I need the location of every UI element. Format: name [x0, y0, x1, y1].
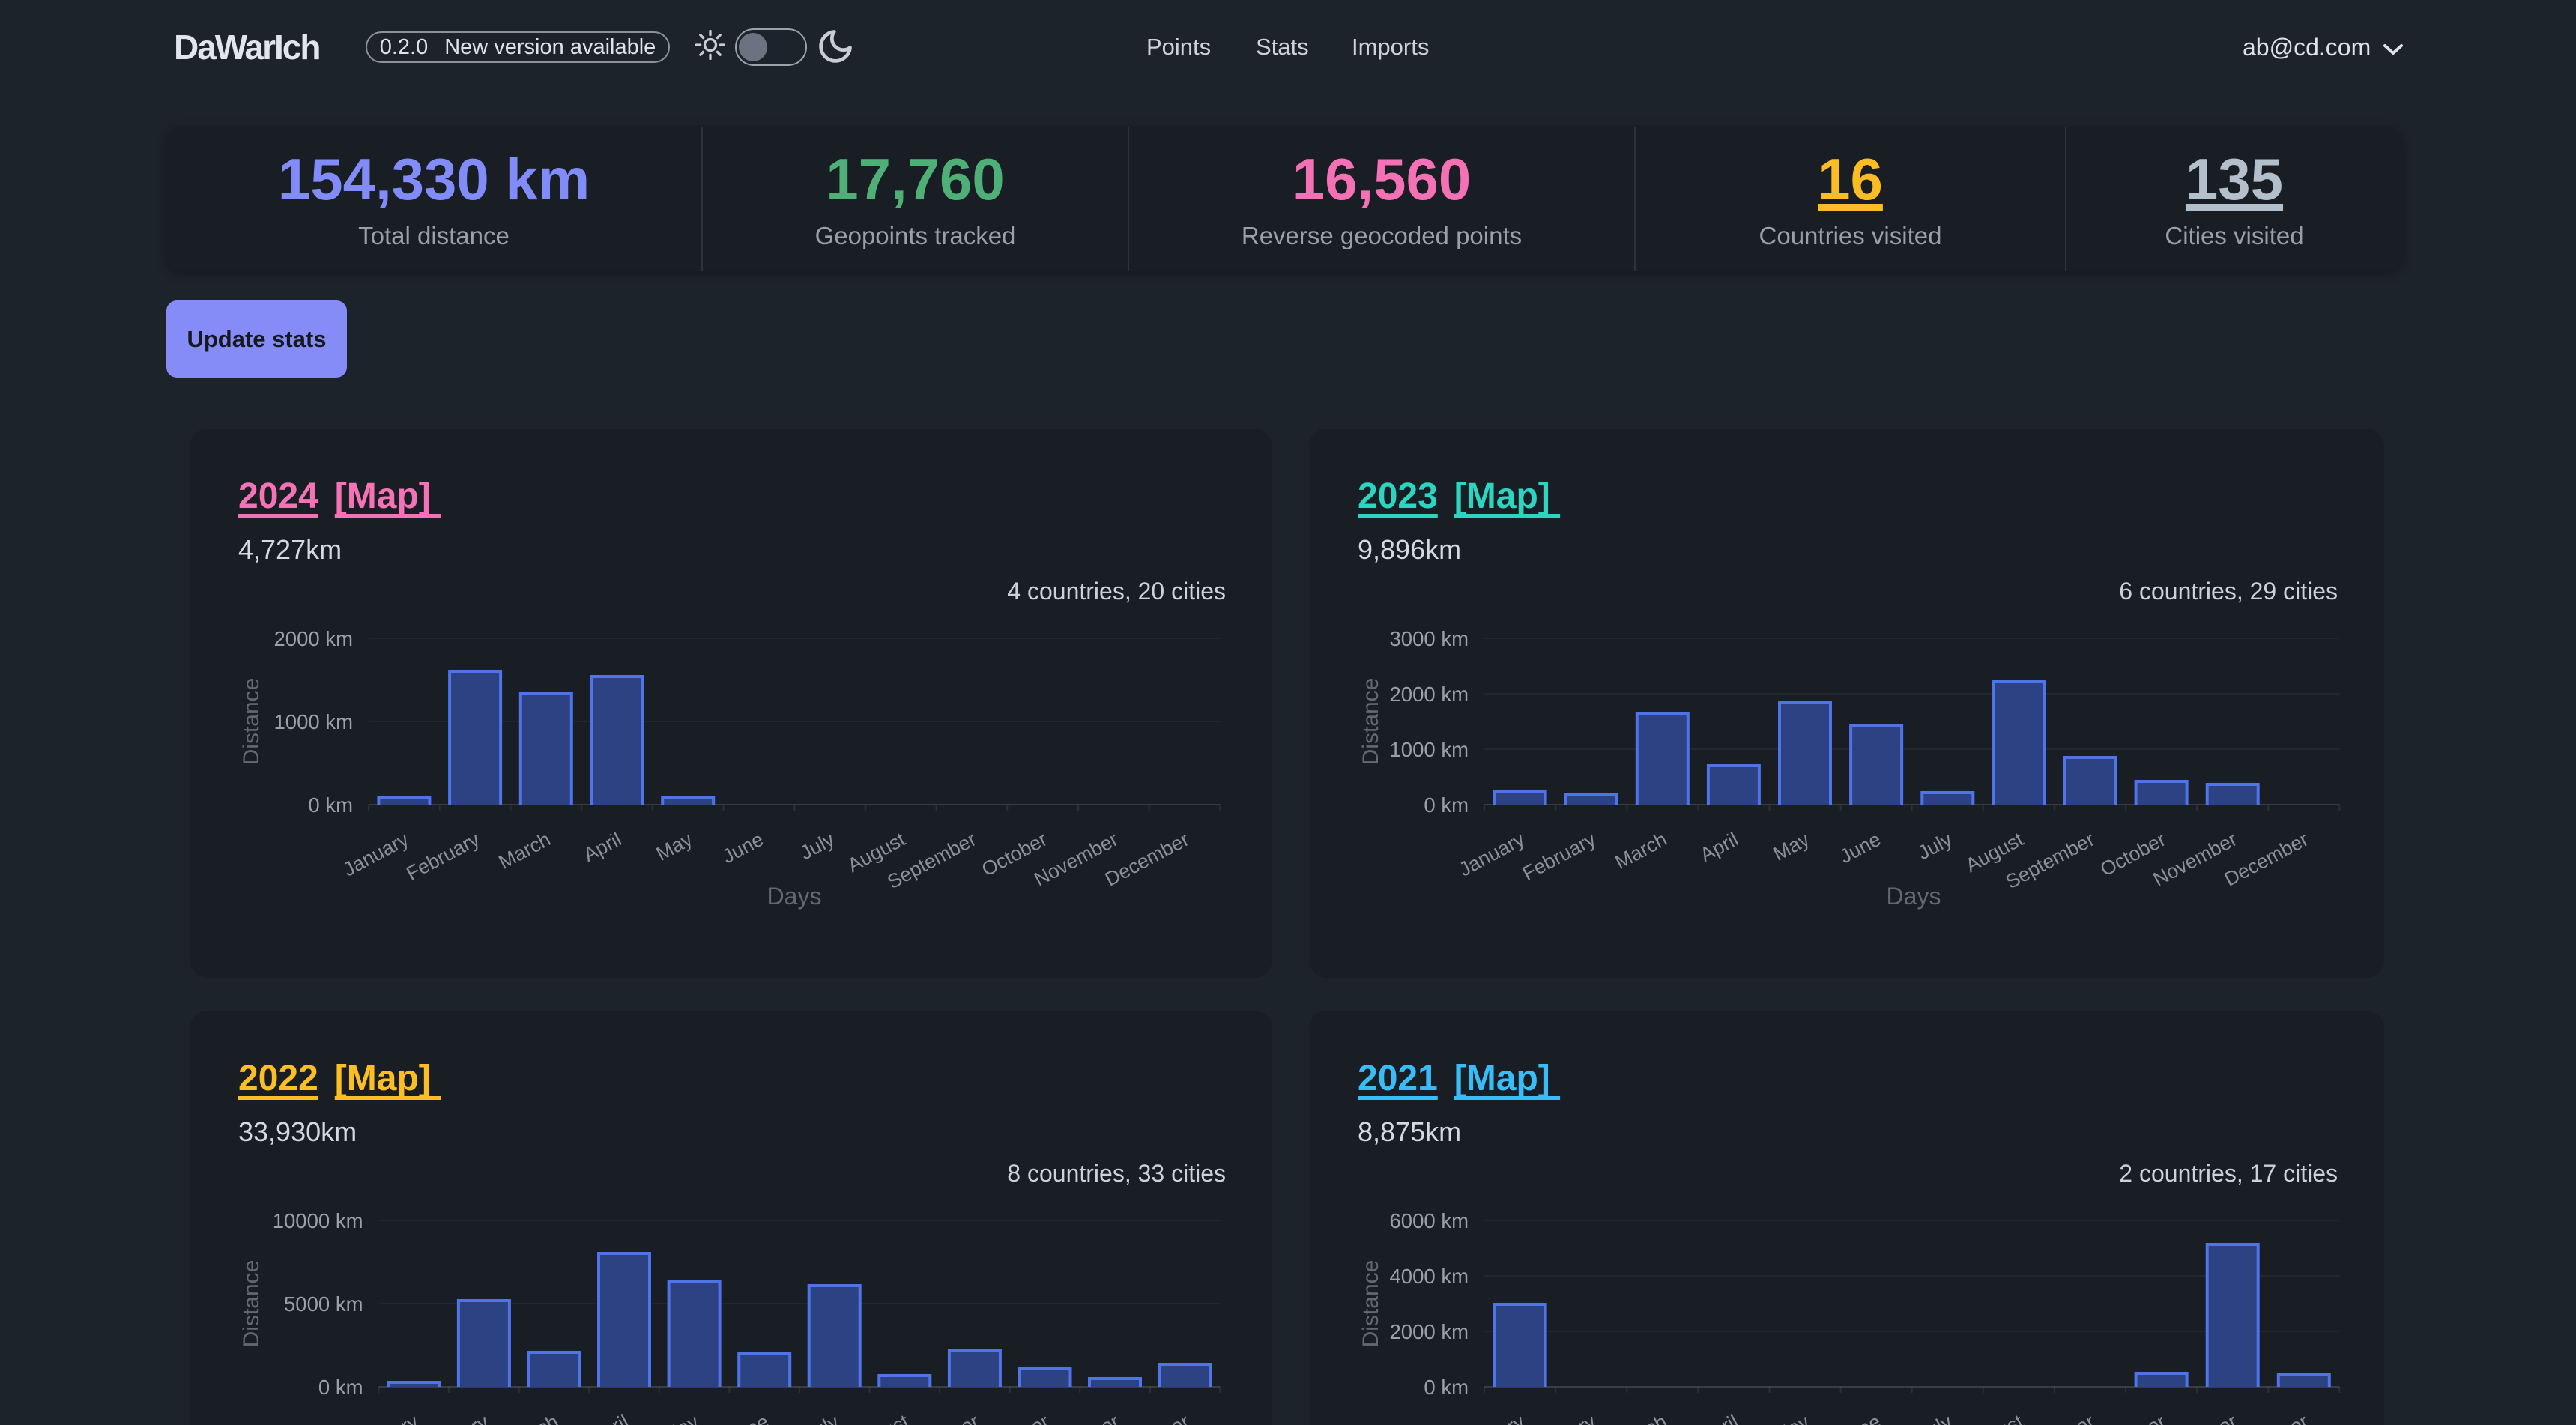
- svg-text:June: June: [1836, 1410, 1884, 1425]
- svg-text:1000 km: 1000 km: [274, 710, 353, 733]
- svg-text:April: April: [1696, 1410, 1742, 1425]
- svg-text:2000 km: 2000 km: [274, 627, 353, 650]
- svg-text:June: June: [1836, 828, 1884, 868]
- svg-text:Days: Days: [1887, 883, 1941, 910]
- svg-text:January: January: [349, 1409, 423, 1425]
- svg-text:4000 km: 4000 km: [1390, 1265, 1469, 1288]
- svg-text:Days: Days: [767, 883, 822, 910]
- svg-text:August: August: [1962, 1410, 2027, 1425]
- svg-text:March: March: [1612, 828, 1671, 874]
- svg-text:July: July: [1914, 1409, 1956, 1425]
- svg-text:0 km: 0 km: [1424, 793, 1469, 817]
- svg-text:June: June: [724, 1410, 773, 1425]
- svg-text:February: February: [411, 1409, 492, 1425]
- svg-text:0 km: 0 km: [308, 793, 353, 817]
- svg-text:June: June: [719, 828, 767, 868]
- svg-text:October: October: [2096, 1410, 2169, 1425]
- svg-text:April: April: [587, 1410, 632, 1425]
- svg-text:5000 km: 5000 km: [284, 1292, 363, 1316]
- svg-text:May: May: [1770, 827, 1814, 865]
- svg-text:May: May: [653, 827, 697, 865]
- svg-text:January: January: [1455, 827, 1529, 880]
- svg-text:January: January: [339, 827, 413, 880]
- svg-text:1000 km: 1000 km: [1390, 738, 1469, 761]
- svg-text:Distance: Distance: [1358, 1260, 1383, 1348]
- svg-text:3000 km: 3000 km: [1390, 627, 1469, 650]
- svg-text:6000 km: 6000 km: [1390, 1209, 1469, 1232]
- svg-text:February: February: [1519, 827, 1600, 885]
- svg-text:July: July: [1914, 827, 1956, 864]
- svg-text:March: March: [495, 828, 554, 874]
- svg-text:April: April: [579, 828, 625, 866]
- svg-text:April: April: [1696, 828, 1742, 866]
- svg-text:February: February: [1519, 1409, 1600, 1425]
- svg-text:2000 km: 2000 km: [1390, 683, 1469, 706]
- svg-text:August: August: [847, 1410, 913, 1425]
- svg-text:10000 km: 10000 km: [273, 1209, 363, 1232]
- svg-text:0 km: 0 km: [318, 1376, 363, 1399]
- svg-text:0 km: 0 km: [1424, 1376, 1469, 1399]
- svg-text:July: July: [796, 827, 838, 864]
- svg-text:October: October: [980, 1410, 1053, 1425]
- svg-text:Distance: Distance: [1358, 678, 1383, 766]
- svg-text:Distance: Distance: [239, 1260, 264, 1348]
- svg-text:March: March: [503, 1410, 562, 1425]
- svg-text:May: May: [1770, 1409, 1814, 1425]
- svg-text:March: March: [1612, 1410, 1671, 1425]
- svg-text:July: July: [801, 1409, 843, 1425]
- svg-text:February: February: [402, 827, 483, 885]
- svg-text:January: January: [1455, 1409, 1529, 1425]
- svg-text:Distance: Distance: [239, 678, 264, 766]
- svg-text:2000 km: 2000 km: [1390, 1320, 1469, 1343]
- svg-text:May: May: [659, 1409, 703, 1425]
